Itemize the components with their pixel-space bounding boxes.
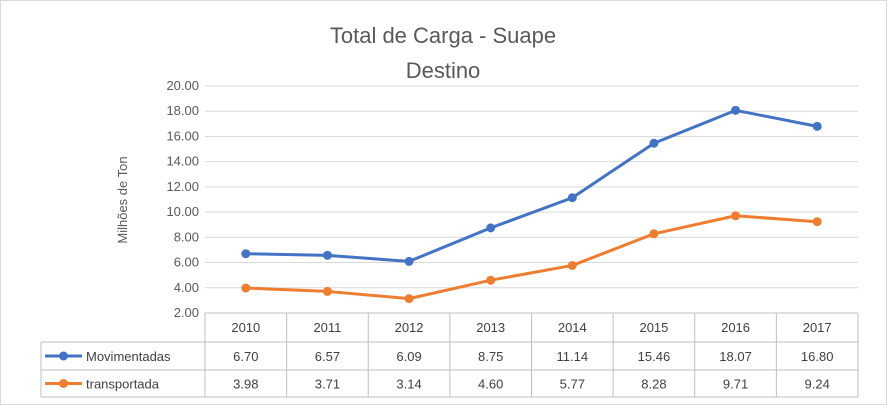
legend-marker <box>59 351 68 361</box>
y-tick-label: 4.00 <box>174 280 199 295</box>
x-category-label: 2011 <box>313 320 341 335</box>
y-tick-label: 10.00 <box>166 204 199 219</box>
data-label: 18.07 <box>719 349 752 364</box>
data-point <box>486 275 496 285</box>
data-label: 6.70 <box>233 349 258 364</box>
data-point <box>404 294 414 304</box>
series-line-transportada <box>244 214 819 301</box>
data-point <box>486 223 496 233</box>
x-category-label: 2016 <box>721 320 750 335</box>
data-point <box>812 217 822 227</box>
y-tick-label: 2.00 <box>174 305 199 320</box>
data-label: 3.98 <box>233 377 258 392</box>
x-category-label: 2012 <box>395 320 424 335</box>
data-label: 9.24 <box>805 377 830 392</box>
y-axis-ticks: 2.00 4.00 6.00 8.00 10.00 12.00 14.00 16.00 18.0… <box>166 78 199 320</box>
data-point <box>731 211 741 221</box>
data-label: 3.71 <box>315 377 340 392</box>
legend-marker <box>59 379 68 388</box>
data-label: 15.46 <box>638 349 671 364</box>
x-category-label: 2014 <box>558 320 587 335</box>
data-point <box>649 138 659 148</box>
data-label: 9.71 <box>723 377 748 392</box>
x-category-label: 2010 <box>231 320 260 335</box>
data-label: 6.57 <box>315 349 340 364</box>
data-point <box>404 256 414 266</box>
data-label: 11.14 <box>557 349 589 364</box>
y-tick-label: 12.00 <box>166 179 199 194</box>
gridlines <box>205 85 858 289</box>
data-label: 4.60 <box>478 377 503 392</box>
data-point <box>322 250 332 260</box>
data-point <box>241 283 251 293</box>
x-category-label: 2017 <box>803 320 832 335</box>
data-point <box>567 193 577 203</box>
data-point <box>567 260 577 270</box>
y-axis-title: Milhões de Ton <box>115 156 130 243</box>
y-tick-label: 20.00 <box>166 78 199 93</box>
data-label: 16.80 <box>801 349 834 364</box>
data-point <box>322 286 332 296</box>
y-tick-label: 14.00 <box>166 154 199 169</box>
data-label: 5.77 <box>560 377 585 392</box>
y-tick-label: 16.00 <box>166 128 199 143</box>
x-category-label: 2013 <box>476 320 505 335</box>
data-table: 2010 2011 2012 2013 2014 2015 2016 2017 Moviment… <box>40 312 859 398</box>
data-point <box>241 249 251 259</box>
y-tick-label: 18.00 <box>166 103 199 118</box>
series-lines <box>241 105 822 304</box>
data-point <box>649 229 659 239</box>
data-label: 8.75 <box>478 349 503 364</box>
x-category-label: 2015 <box>639 320 668 335</box>
data-point <box>812 121 822 131</box>
chart-title: Total de Carga - Suape <box>330 23 556 48</box>
legend-label: Movimentadas <box>86 349 171 364</box>
data-label: 3.14 <box>396 377 421 392</box>
legend-label: transportada <box>86 377 160 392</box>
data-label: 6.09 <box>396 349 421 364</box>
data-point <box>731 105 741 115</box>
chart-subtitle: Destino <box>406 58 481 83</box>
y-tick-label: 6.00 <box>174 255 199 270</box>
series-line-Movimentadas <box>244 108 819 263</box>
data-label: 8.28 <box>641 377 666 392</box>
y-tick-label: 8.00 <box>174 229 199 244</box>
